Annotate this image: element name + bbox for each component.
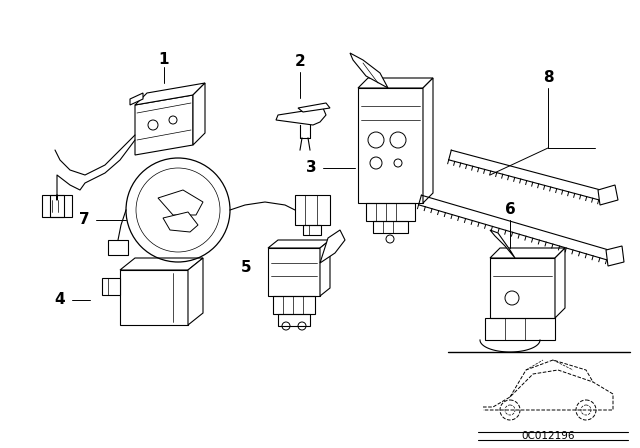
Polygon shape	[350, 53, 388, 88]
Bar	[358, 88, 423, 203]
Text: 2: 2	[294, 55, 305, 69]
Bar	[373, 221, 408, 233]
Polygon shape	[120, 258, 203, 270]
Bar	[295, 195, 330, 225]
Bar	[273, 296, 315, 314]
Bar	[366, 203, 415, 221]
Polygon shape	[320, 230, 345, 263]
Bar	[485, 318, 555, 340]
Bar	[50, 195, 64, 217]
Polygon shape	[423, 78, 433, 203]
Text: 5: 5	[241, 260, 252, 276]
Polygon shape	[193, 83, 205, 145]
Polygon shape	[268, 240, 330, 248]
Polygon shape	[358, 78, 433, 88]
Text: 4: 4	[54, 293, 65, 307]
Bar	[120, 270, 188, 325]
Polygon shape	[490, 230, 515, 258]
Bar	[490, 258, 555, 318]
Polygon shape	[130, 93, 143, 105]
Polygon shape	[188, 258, 203, 325]
Text: 7: 7	[79, 212, 90, 228]
Text: 8: 8	[543, 70, 554, 86]
Polygon shape	[298, 103, 330, 112]
Text: 1: 1	[159, 52, 169, 66]
Bar	[268, 248, 320, 296]
Polygon shape	[598, 185, 618, 205]
Polygon shape	[606, 246, 624, 266]
Polygon shape	[135, 95, 193, 155]
Text: 3: 3	[306, 160, 316, 176]
Polygon shape	[276, 108, 326, 125]
Bar	[303, 225, 321, 235]
Polygon shape	[555, 248, 565, 318]
Polygon shape	[320, 240, 330, 296]
Polygon shape	[135, 83, 205, 105]
Polygon shape	[102, 278, 120, 295]
Text: 0C012196: 0C012196	[521, 431, 575, 441]
Polygon shape	[490, 248, 565, 258]
Polygon shape	[163, 212, 198, 232]
Bar	[108, 240, 128, 255]
Text: 6: 6	[504, 202, 515, 217]
Polygon shape	[158, 190, 203, 215]
Bar	[278, 314, 310, 326]
Bar	[42, 195, 72, 217]
